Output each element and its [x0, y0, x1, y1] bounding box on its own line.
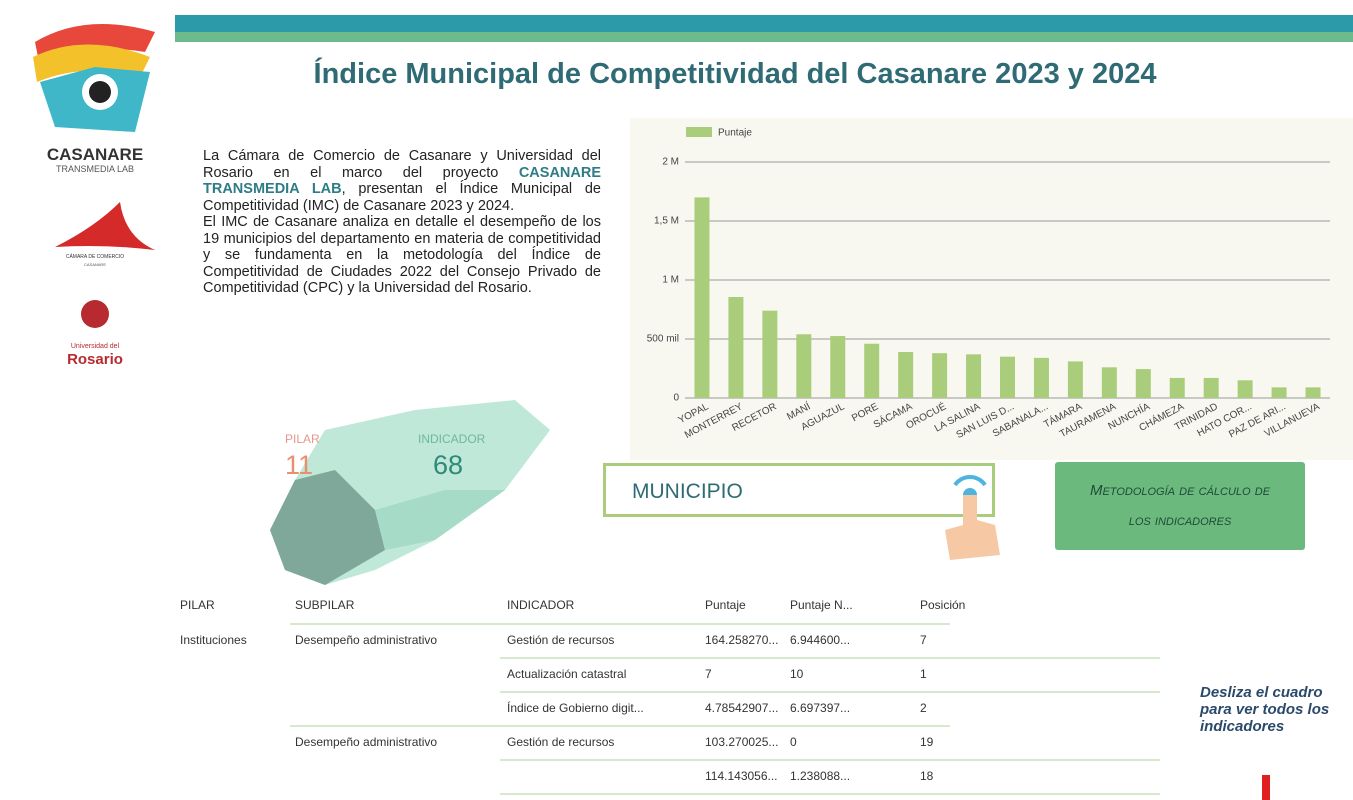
table-cell: Instituciones [180, 633, 247, 647]
bar [1169, 377, 1185, 398]
table-cell: Gestión de recursos [507, 735, 615, 749]
kpi-label: PILAR [285, 432, 320, 446]
kpi-value: 68 [433, 450, 464, 480]
intro-text: La Cámara de Comercio de Casanare y Univ… [203, 148, 601, 181]
table-cell: 6.697397... [790, 701, 851, 715]
table-cell: 164.258270... [705, 633, 779, 647]
table-cell: 19 [920, 735, 934, 749]
table-cell: 2 [920, 701, 927, 715]
table-cell: Índice de Gobierno digit... [507, 701, 644, 715]
row-divider [290, 623, 950, 625]
map-region [270, 470, 385, 585]
intro-text: , presentan el Índice Municipal de Compe… [203, 181, 601, 214]
y-tick-label: 1 M [662, 275, 679, 286]
bar [796, 334, 812, 398]
bar [864, 343, 880, 398]
bar [932, 353, 948, 398]
legend-swatch [686, 127, 712, 137]
filter-label: MUNICIPIO [632, 480, 743, 503]
table-cell: 7 [705, 667, 712, 681]
bar [830, 336, 846, 398]
table-header: PILAR [180, 598, 215, 612]
table-cell: 7 [920, 633, 927, 647]
y-tick-label: 500 mil [647, 334, 679, 345]
table-cell: 1.238088... [790, 769, 851, 783]
legend-label: Puntaje [718, 128, 752, 139]
table-cell: 6.944600... [790, 633, 851, 647]
municipio-filter[interactable]: MUNICIPIO [603, 463, 995, 517]
scroll-note: Desliza el cuadro para ver todos los ind… [1200, 684, 1330, 735]
table-cell: 103.270025... [705, 735, 779, 749]
table-cell: Desempeño administrativo [295, 633, 438, 647]
row-divider [500, 793, 1160, 795]
table-header: Puntaje N... [790, 598, 853, 612]
table-header: Puntaje [705, 598, 746, 612]
intro: La Cámara de Comercio de Casanare y Univ… [203, 148, 601, 297]
bar [1101, 367, 1117, 398]
bar [728, 296, 744, 398]
map-region [375, 490, 505, 550]
bar [1000, 356, 1015, 398]
logo-text: TRANSMEDIA LAB [56, 164, 134, 174]
top-stripe [175, 32, 1353, 42]
bar [762, 310, 778, 398]
bar [1135, 369, 1151, 398]
row-divider [500, 759, 1160, 761]
table-cell: Gestión de recursos [507, 633, 615, 647]
bar [1237, 380, 1253, 398]
top-band [175, 15, 1353, 32]
bar [1305, 387, 1321, 398]
table-cell: 18 [920, 769, 934, 783]
tap-wave [953, 475, 987, 487]
bar [1203, 377, 1219, 398]
table-cell: 10 [790, 667, 804, 681]
table-cell: 1 [920, 667, 927, 681]
table-header: Posición [920, 598, 966, 612]
logo-crest [81, 300, 109, 328]
table-header: INDICADOR [507, 598, 575, 612]
logo-text: Universidad del [71, 343, 120, 350]
methodology-button[interactable]: Metodología de cálculo de los indicadore… [1055, 462, 1305, 550]
kpi-label: INDICADOR [418, 432, 486, 446]
y-tick-label: 2 M [662, 157, 679, 168]
arrow [1262, 775, 1270, 800]
table-cell: 0 [790, 735, 797, 749]
map [270, 400, 550, 585]
table-cell: 114.143056... [705, 769, 778, 783]
bar [1271, 387, 1287, 398]
bar [966, 354, 982, 398]
row-divider [290, 725, 950, 727]
y-tick-label: 1,5 M [654, 216, 679, 227]
row-divider [500, 691, 1160, 693]
bar [1067, 361, 1083, 398]
table-cell: 4.78542907... [705, 701, 779, 715]
logo-text: CASANARE [84, 262, 106, 267]
logo-text: Rosario [67, 351, 123, 368]
y-tick-label: 0 [673, 393, 679, 404]
bar [1033, 357, 1049, 398]
hand-icon [945, 475, 1000, 560]
intro-highlight: CASANARE TRANSMEDIA LAB [203, 164, 601, 198]
kpi-value: 11 [285, 450, 314, 480]
logo-text: CASANARE [47, 145, 143, 164]
intro-text: El IMC de Casanare analiza en detalle el… [203, 214, 601, 296]
row-divider [500, 657, 1160, 659]
table: PILAR SUBPILAR INDICADOR Puntaje Puntaje N..… [175, 590, 1165, 800]
table-header: SUBPILAR [295, 598, 355, 612]
logo-eye [89, 81, 111, 103]
bar [898, 351, 914, 398]
hand [945, 495, 1000, 560]
logos: CASANARE TRANSMEDIA LAB CÁMARA DE COMERC… [33, 24, 155, 368]
logo-text: CÁMARA DE COMERCIO [66, 253, 124, 260]
table-cell: Actualización catastral [507, 667, 627, 681]
table-cell: Desempeño administrativo [295, 735, 438, 749]
bar [694, 197, 710, 398]
title: Índice Municipal de Competitividad del C… [313, 58, 1157, 90]
logo-bird [55, 202, 155, 250]
